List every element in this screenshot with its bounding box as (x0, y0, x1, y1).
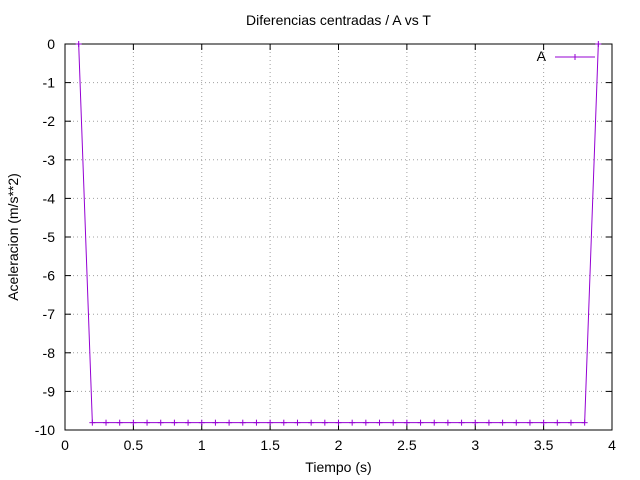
data-point (390, 419, 397, 426)
data-point (280, 419, 287, 426)
data-point (130, 419, 137, 426)
data-point (540, 419, 547, 426)
grid-lines (65, 44, 612, 430)
x-tick-label: 3.5 (534, 437, 554, 453)
chart-title: Diferencias centradas / A vs T (246, 12, 431, 28)
legend: A (537, 48, 595, 64)
data-point (581, 419, 588, 426)
x-tick-labels: 0 0.5 1 1.5 2 2.5 3 3.5 4 (61, 437, 616, 453)
data-point (403, 419, 410, 426)
y-tick-label: -3 (43, 152, 56, 168)
x-tick-label: 2 (335, 437, 343, 453)
y-tick-label: -2 (43, 113, 56, 129)
x-axis-label: Tiempo (s) (305, 459, 371, 475)
x-tick-label: 0.5 (124, 437, 144, 453)
data-point (349, 419, 356, 426)
legend-label: A (537, 48, 547, 64)
data-point (171, 419, 178, 426)
data-point (485, 419, 492, 426)
data-point (198, 419, 205, 426)
data-point (321, 419, 328, 426)
data-point (185, 419, 192, 426)
x-tick-label: 4 (608, 437, 616, 453)
y-axis-label: Aceleracion (m/s**2) (5, 173, 21, 301)
data-point (103, 419, 110, 426)
y-tick-label: -7 (43, 306, 56, 322)
data-point (444, 419, 451, 426)
data-point (294, 419, 301, 426)
data-point (499, 419, 506, 426)
x-tick-label: 2.5 (397, 437, 417, 453)
data-point (267, 419, 274, 426)
data-point (116, 419, 123, 426)
y-tick-label: -10 (35, 422, 55, 438)
data-point (567, 419, 574, 426)
data-point (376, 419, 383, 426)
y-tick-label: 0 (47, 36, 55, 52)
y-tick-label: -1 (43, 75, 56, 91)
y-tick-label: -5 (43, 229, 56, 245)
y-tick-label: -6 (43, 268, 56, 284)
data-point (226, 419, 233, 426)
data-point (308, 419, 315, 426)
y-tick-labels: 0 -1 -2 -3 -4 -5 -6 -7 -8 -9 -10 (35, 36, 55, 438)
data-point (144, 419, 151, 426)
y-tick-label: -9 (43, 383, 56, 399)
data-point (417, 419, 424, 426)
x-tick-label: 1.5 (260, 437, 280, 453)
data-point (362, 419, 369, 426)
data-point (554, 419, 561, 426)
data-point (431, 419, 438, 426)
data-point (239, 419, 246, 426)
data-point (335, 419, 342, 426)
data-point (157, 419, 164, 426)
x-tick-label: 1 (198, 437, 206, 453)
y-tick-label: -8 (43, 345, 56, 361)
data-point (458, 419, 465, 426)
legend-marker (572, 54, 578, 60)
x-tick-label: 0 (61, 437, 69, 453)
data-point (472, 419, 479, 426)
plot-frame (64, 43, 613, 431)
data-point (212, 419, 219, 426)
data-point (526, 419, 533, 426)
series-layer (75, 41, 602, 426)
data-point (253, 419, 260, 426)
data-point (513, 419, 520, 426)
x-tick-label: 3 (471, 437, 479, 453)
data-point (89, 419, 96, 426)
data-point (75, 41, 82, 47)
data-point (595, 41, 602, 47)
y-tick-label: -4 (43, 190, 56, 206)
